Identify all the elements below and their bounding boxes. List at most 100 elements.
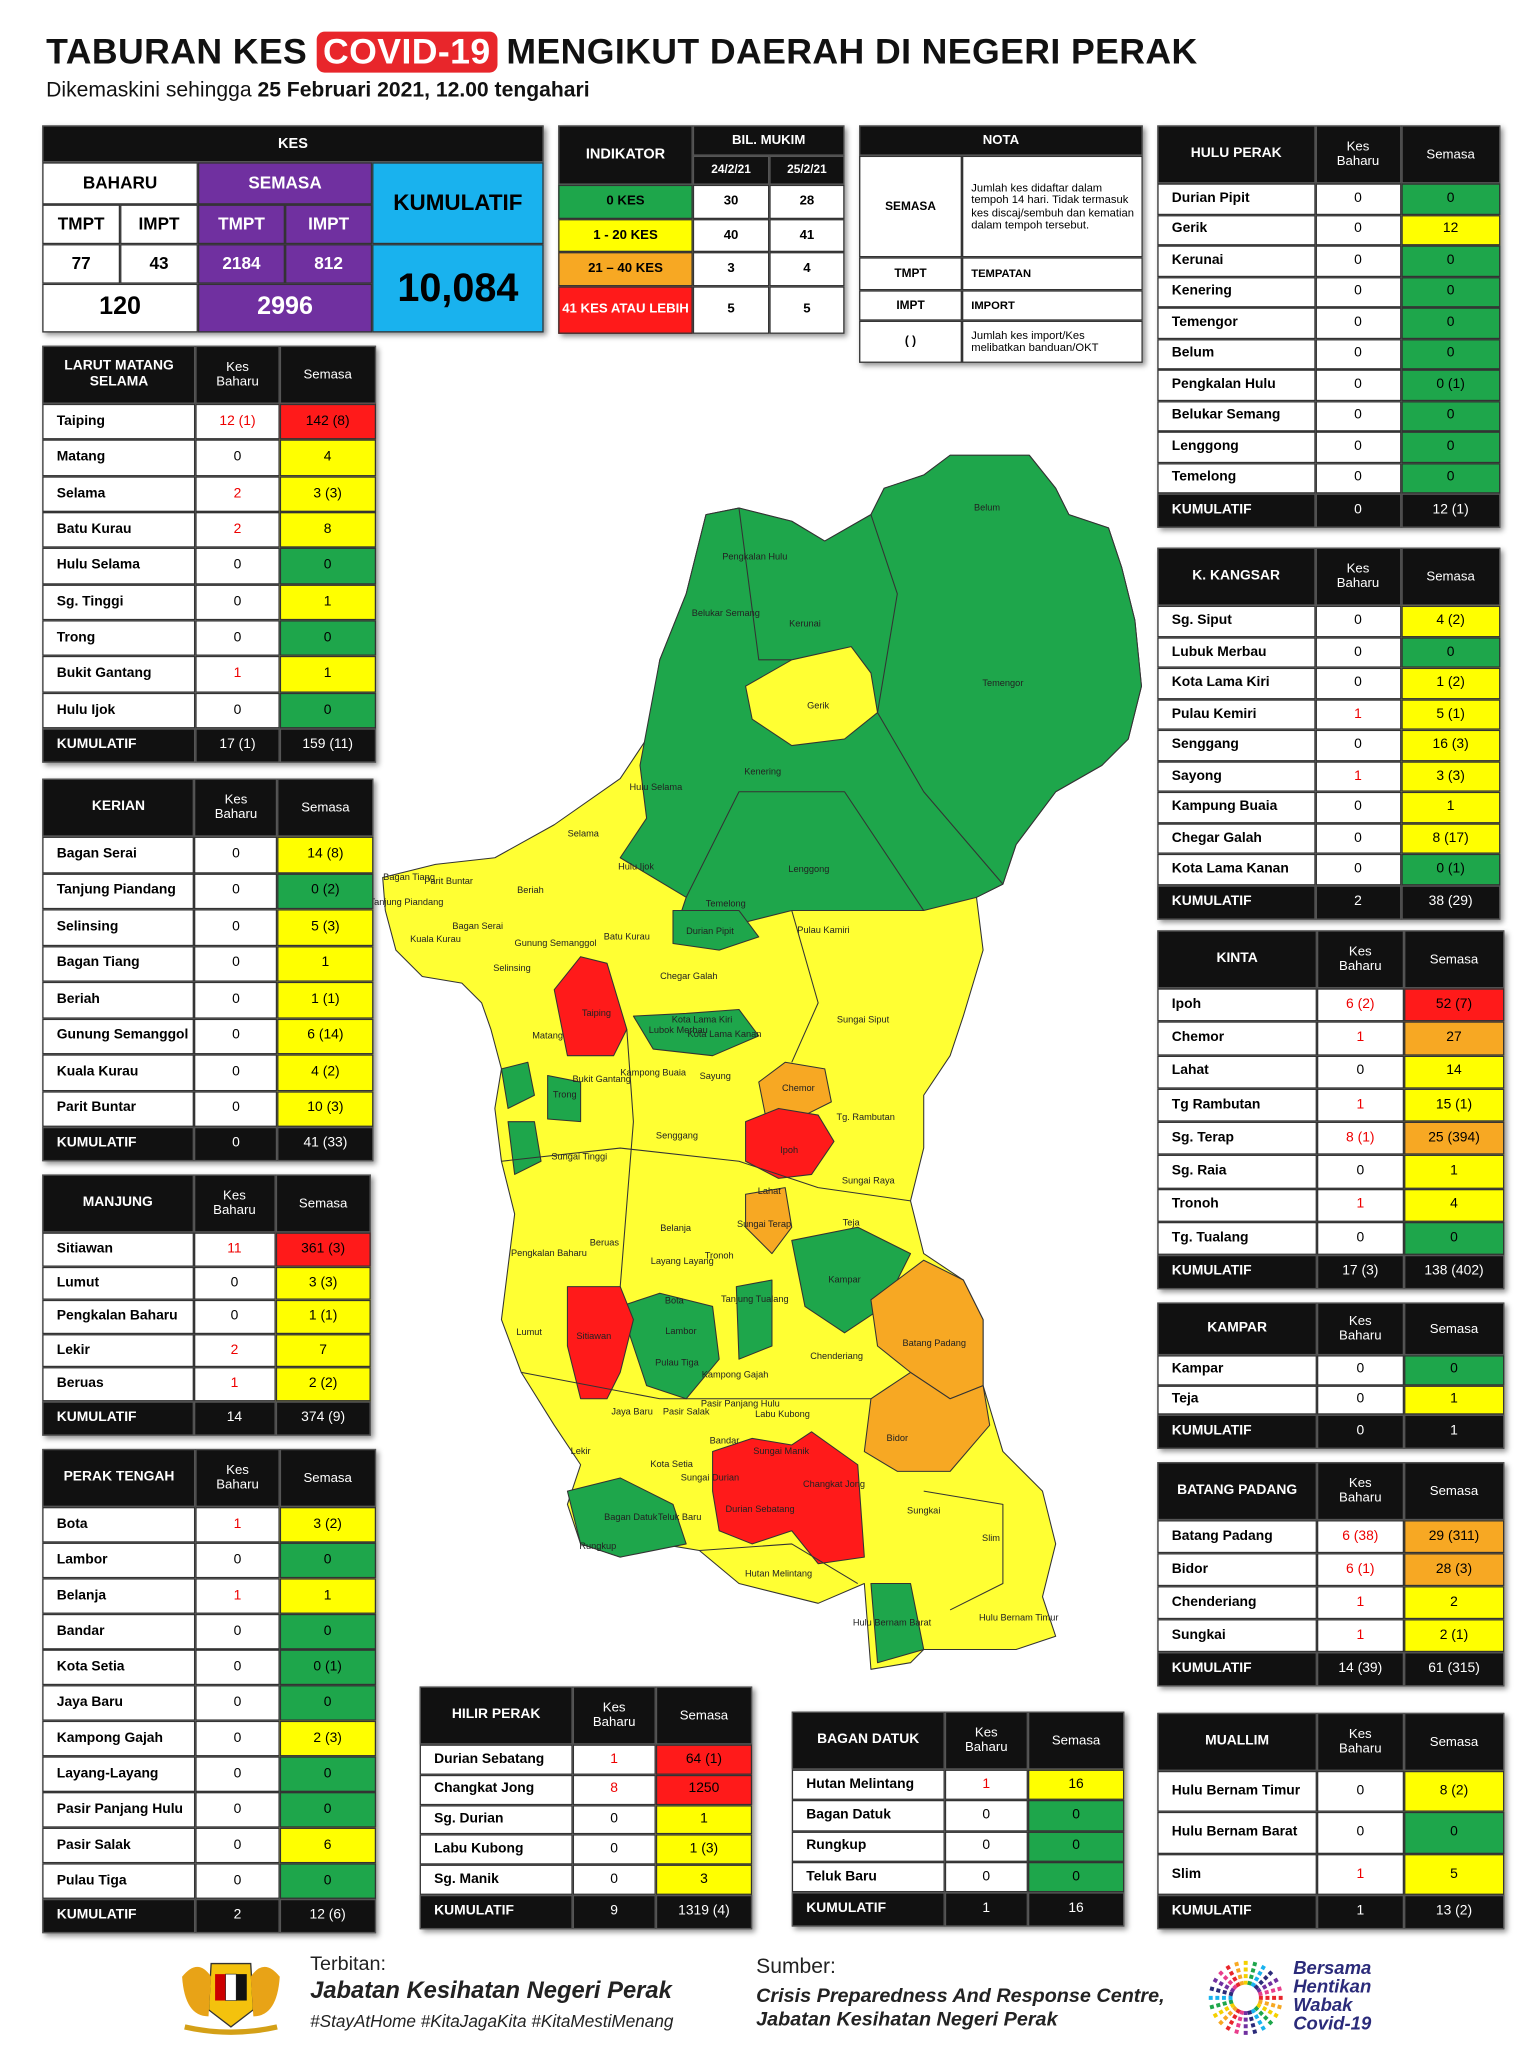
row-name: Sitiawan: [42, 1232, 194, 1267]
column-header: Semasa: [279, 1448, 377, 1507]
kes-baharu: 0: [195, 1542, 280, 1579]
table-title: K. KANGSAR: [1157, 547, 1316, 606]
total-label: KUMULATIF: [1157, 1894, 1317, 1930]
indicator-value: 41: [769, 218, 845, 253]
row-name: Tg Rambutan: [1157, 1088, 1317, 1122]
row-name: Tronoh: [1157, 1188, 1317, 1222]
kes-baharu: 11: [193, 1232, 276, 1267]
semasa: 3 (2): [279, 1506, 377, 1543]
kes-baharu: 1: [1316, 1021, 1404, 1056]
kes-label: TMPT: [42, 204, 121, 245]
district-label: Tronoh: [705, 1251, 734, 1261]
district-label: Chenderiang: [810, 1351, 863, 1361]
kes-value: 812: [285, 244, 373, 284]
district-label: Lenggong: [788, 864, 829, 874]
district-label: Changkat Jong: [803, 1479, 865, 1489]
logo-ray: [1209, 1999, 1234, 2010]
logo-ray: [1247, 1961, 1258, 1986]
column-header: Semasa: [1403, 1302, 1505, 1356]
semasa: 0: [279, 1792, 377, 1828]
semasa: 0: [1400, 276, 1501, 308]
total-label: KUMULATIF: [1157, 1652, 1317, 1687]
semasa: 1: [655, 1804, 753, 1835]
semasa: 16 (3): [1400, 730, 1501, 762]
semasa: 28 (3): [1403, 1553, 1505, 1587]
row-name: Slim: [1157, 1853, 1317, 1895]
row-name: Lenggong: [1157, 431, 1316, 463]
row-name: Rungkup: [791, 1830, 945, 1862]
indicator-table: INDIKATOR BIL. MUKIM 24/2/21 25/2/21 0 K…: [558, 125, 845, 334]
district-label: Sungai Manik: [753, 1446, 809, 1456]
logo-ray: [1209, 1986, 1234, 1997]
row-name: Hulu Ijok: [42, 692, 196, 729]
district-label: Chemor: [782, 1083, 815, 1093]
district-label: Lubok Merbau: [649, 1025, 708, 1035]
kes-baharu: 0: [195, 1685, 280, 1721]
kes-baharu: 1: [1316, 1853, 1404, 1895]
row-name: Sg. Durian: [419, 1804, 573, 1835]
semasa: 0: [1027, 1830, 1125, 1862]
kes-baharu: 0: [1315, 854, 1401, 886]
nota-text: TEMPATAN: [961, 257, 1143, 291]
semasa: 0: [1400, 338, 1501, 370]
district-label: Durian Sebatang: [725, 1504, 794, 1514]
semasa: 3 (3): [279, 475, 377, 512]
district-label: Lumut: [516, 1327, 542, 1337]
column-header: Kes Baharu: [194, 778, 278, 837]
row-name: Bota: [42, 1506, 196, 1543]
total-baharu: 2: [1315, 885, 1401, 920]
publisher: Jabatan Kesihatan Negeri Perak: [310, 1976, 672, 2004]
logo-ray: [1212, 2002, 1236, 2019]
total-baharu: 2: [195, 1898, 280, 1934]
table-title: MUALLIM: [1157, 1712, 1317, 1771]
indicator-value: 5: [769, 286, 845, 334]
district-label: Sungai Terap: [737, 1219, 791, 1229]
column-header: Kes Baharu: [1316, 930, 1404, 989]
semasa: 1: [1400, 792, 1501, 824]
district-table: MUALLIM Kes Baharu Semasa Hulu Bernam Timur…: [1157, 1712, 1505, 1930]
kes-value: 77: [42, 244, 121, 284]
kes-baharu: 1: [195, 1578, 280, 1614]
kes-baharu: 0: [194, 1018, 278, 1055]
logo-ray: [1234, 1961, 1245, 1986]
district-label: Trong: [553, 1090, 577, 1100]
district-label: Tanjung Piandang: [370, 897, 444, 907]
kes-baharu: 0: [1315, 667, 1401, 699]
district-label: Sitiawan: [576, 1331, 611, 1341]
row-name: Sayong: [1157, 761, 1316, 793]
total-semasa: 61 (315): [1403, 1652, 1505, 1687]
campaign-line: Covid-19: [1293, 2012, 1372, 2034]
district-label: Labu Kubong: [755, 1409, 810, 1419]
kes-baharu: 0: [193, 1266, 276, 1301]
district-table: HILIR PERAK Kes Baharu Semasa Durian Sebata…: [419, 1686, 753, 1930]
row-name: Labu Kubong: [419, 1834, 573, 1865]
table-title: HULU PERAK: [1157, 125, 1316, 184]
semasa: 52 (7): [1403, 988, 1505, 1022]
row-name: Kerunai: [1157, 245, 1316, 277]
district-table: BATANG PADANG Kes Baharu Semasa Batang Pada…: [1157, 1462, 1505, 1687]
semasa: 1 (2): [1400, 667, 1501, 699]
kes-kumulatif-total: 10,084: [372, 244, 544, 333]
district-table: KINTA Kes Baharu Semasa Ipoh 6 (2) 52 (7) Chem…: [1157, 930, 1505, 1290]
indicator-date: 25/2/21: [769, 155, 845, 185]
column-header: Semasa: [1403, 930, 1505, 989]
semasa: 0: [1400, 431, 1501, 463]
row-name: Hulu Bernam Barat: [1157, 1812, 1317, 1854]
map-region: [566, 1477, 687, 1558]
total-baharu: 0: [1316, 1414, 1404, 1449]
kes-baharu: 1: [195, 1506, 280, 1543]
row-name: Kota Lama Kiri: [1157, 667, 1316, 699]
table-title: BAGAN DATUK: [791, 1711, 945, 1770]
kes-baharu: 0: [1316, 1384, 1404, 1415]
logo-ray: [1218, 2005, 1238, 2026]
nota-text: IMPORT: [961, 290, 1143, 321]
semasa: 0: [1400, 636, 1501, 668]
row-name: Hulu Bernam Timur: [1157, 1770, 1317, 1813]
district-label: Parit Buntar: [424, 876, 473, 886]
kes-kumulatif: KUMULATIF: [372, 162, 544, 245]
column-header: Kes Baharu: [1316, 1302, 1404, 1356]
row-name: Bagan Datuk: [791, 1800, 945, 1831]
district-label: Sungai Durian: [681, 1472, 739, 1482]
total-semasa: 41 (33): [277, 1126, 374, 1162]
